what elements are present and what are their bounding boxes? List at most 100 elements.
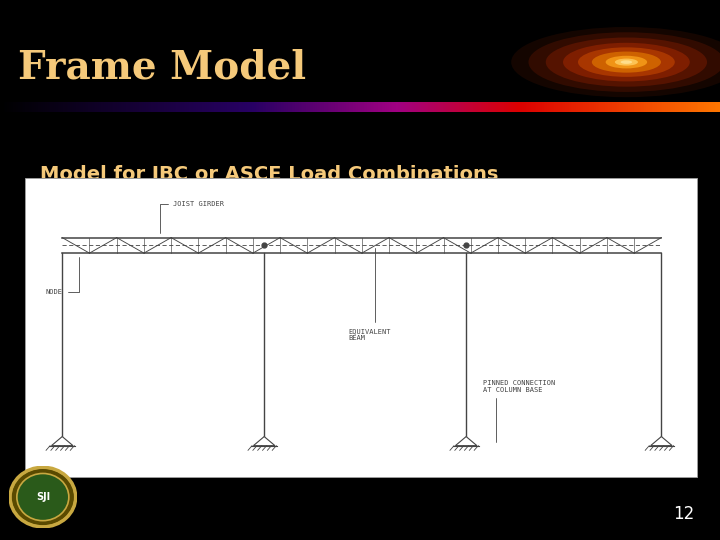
Bar [589, 102, 591, 112]
Bar [675, 102, 678, 112]
Bar [397, 102, 400, 112]
Bar [253, 102, 256, 112]
Bar [225, 102, 228, 112]
Bar [160, 102, 163, 112]
Bar [92, 102, 94, 112]
Bar [117, 102, 120, 112]
Polygon shape [51, 436, 73, 446]
Bar [647, 102, 649, 112]
Text: EQUIVALENT
BEAM: EQUIVALENT BEAM [348, 248, 391, 341]
Bar [477, 102, 480, 112]
Bar [418, 102, 420, 112]
Bar [510, 102, 512, 112]
Bar [313, 102, 315, 112]
Bar [438, 102, 440, 112]
Bar [27, 102, 30, 112]
Bar [572, 102, 575, 112]
Bar [577, 102, 580, 112]
Bar [464, 102, 467, 112]
Bar [704, 102, 706, 112]
Bar [238, 102, 240, 112]
Bar [376, 102, 379, 112]
Bar [531, 102, 534, 112]
Bar [571, 102, 573, 112]
Bar [423, 102, 426, 112]
Bar [598, 102, 600, 112]
Bar [549, 102, 552, 112]
Bar [292, 102, 294, 112]
Text: JOIST GIRDER: JOIST GIRDER [160, 201, 225, 233]
Bar [333, 102, 336, 112]
Bar [97, 102, 99, 112]
Bar [207, 102, 210, 112]
Bar [42, 102, 44, 112]
Bar [553, 102, 555, 112]
Bar [369, 102, 372, 112]
Bar [124, 102, 127, 112]
Bar [99, 102, 102, 112]
Bar [9, 102, 12, 112]
Bar [338, 102, 341, 112]
Bar [73, 102, 76, 112]
Bar [666, 102, 668, 112]
Bar [86, 102, 89, 112]
Bar [104, 102, 107, 112]
Bar [60, 102, 62, 112]
Bar [580, 102, 582, 112]
Bar [547, 102, 550, 112]
Bar [169, 102, 172, 112]
Bar [576, 102, 579, 112]
Bar [395, 102, 397, 112]
Bar [227, 102, 230, 112]
Bar [222, 102, 224, 112]
Bar [511, 102, 513, 112]
Bar [469, 102, 472, 112]
Bar [171, 102, 174, 112]
Bar [217, 102, 220, 112]
Bar [714, 102, 717, 112]
Bar [61, 102, 64, 112]
Bar [191, 102, 193, 112]
Bar [644, 102, 647, 112]
Bar [652, 102, 654, 112]
Bar [248, 102, 251, 112]
Bar [274, 102, 276, 112]
Bar [337, 102, 339, 112]
Bar [643, 102, 645, 112]
Ellipse shape [528, 32, 720, 92]
Bar [241, 102, 243, 112]
Bar [304, 102, 307, 112]
Bar [25, 102, 28, 112]
Polygon shape [455, 436, 477, 446]
Bar [268, 102, 271, 112]
Bar [433, 102, 436, 112]
Bar [364, 102, 366, 112]
Bar [634, 102, 636, 112]
Bar [63, 102, 66, 112]
Bar [85, 102, 87, 112]
Bar [47, 102, 50, 112]
Bar [563, 102, 566, 112]
Bar [409, 102, 411, 112]
Bar [181, 102, 184, 112]
Bar [479, 102, 481, 112]
Bar [500, 102, 503, 112]
Bar [407, 102, 409, 112]
Bar [373, 102, 375, 112]
Bar [81, 102, 84, 112]
Bar [491, 102, 494, 112]
Bar [468, 102, 471, 112]
Bar [166, 102, 168, 112]
Bar [562, 102, 564, 112]
Bar [632, 102, 634, 112]
Bar [416, 102, 418, 112]
Bar [126, 102, 128, 112]
Bar [167, 102, 170, 112]
Bar [56, 102, 58, 112]
Bar [493, 102, 496, 112]
Circle shape [10, 467, 76, 527]
Bar [259, 102, 262, 112]
Bar [40, 102, 42, 112]
Bar [14, 102, 17, 112]
Bar [486, 102, 489, 112]
